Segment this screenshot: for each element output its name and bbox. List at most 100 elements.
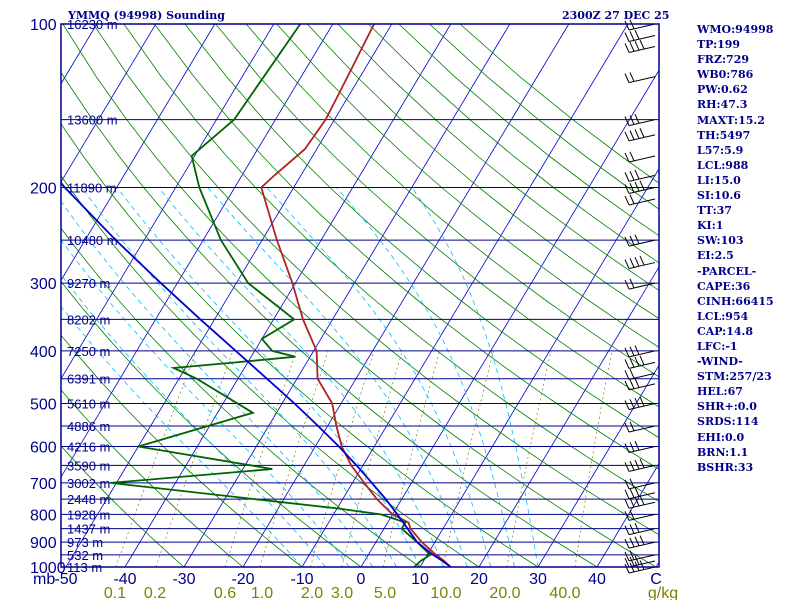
- height-label: 6391 m: [67, 372, 110, 387]
- chart-series: [61, 24, 452, 567]
- wind-barb: [624, 345, 656, 358]
- wind-barb: [624, 478, 656, 490]
- x-tick-label: 30: [529, 571, 547, 588]
- height-label: 113 m: [67, 560, 102, 575]
- pressure-tick-label: 200: [30, 180, 57, 197]
- wind-barb: [624, 487, 656, 500]
- wind-barbs: [624, 19, 656, 574]
- x-tick-label: 40: [588, 571, 606, 588]
- mixing-ratio-label: 0.1: [104, 585, 126, 600]
- wind-barb: [624, 278, 656, 290]
- pressure-tick-label: 100: [30, 17, 57, 34]
- wind-barb: [624, 169, 656, 182]
- index-row: BSHR:33: [697, 460, 754, 474]
- mixing-ratio-label: 20.0: [489, 585, 520, 600]
- x-tick-label: 10: [411, 571, 429, 588]
- mixing-ratio-label: 40.0: [549, 585, 580, 600]
- isotherm-line: [301, 24, 629, 567]
- index-row: EHI:0.0: [697, 430, 745, 444]
- index-row: MAXT:15.2: [697, 113, 765, 127]
- x-tick-label: -20: [231, 571, 254, 588]
- mixing-ratio-label: 2.0: [301, 585, 323, 600]
- wind-barb: [624, 128, 656, 142]
- height-label: 973 m: [67, 535, 103, 550]
- isotherm-line: [596, 462, 659, 567]
- pressure-tick-label: 900: [30, 535, 57, 552]
- index-row: CAPE:36: [697, 279, 751, 293]
- index-row: WMO:94998: [697, 23, 774, 36]
- mixing-ratio-label: 0.6: [214, 585, 236, 600]
- height-label: 532 m: [67, 548, 103, 563]
- index-row: SW:103: [697, 234, 744, 248]
- isotherm-line: [478, 266, 659, 567]
- isotherm-line: [242, 24, 570, 567]
- pressure-tick-label: 700: [30, 476, 57, 493]
- wind-barb: [624, 234, 656, 247]
- wind-barb: [624, 535, 656, 549]
- isotherm-line: [360, 69, 659, 567]
- pressure-tick-label: 500: [30, 397, 57, 414]
- pressure-tick-label: 1000: [30, 560, 66, 577]
- index-row: STM:257/23: [697, 370, 772, 384]
- height-label: 13600 m: [67, 113, 118, 128]
- isotherm-line: [61, 24, 157, 183]
- dewpoint-line: [110, 24, 432, 567]
- pressure-tick-label: 800: [30, 507, 57, 524]
- index-row: SRDS:114: [697, 415, 759, 429]
- height-label: 1928 m: [67, 507, 110, 522]
- index-row: EI:2.5: [697, 249, 734, 263]
- chart-title: YMMQ (94998) Sounding: [68, 9, 225, 22]
- wind-barb: [624, 509, 656, 521]
- height-label: 9270 m: [67, 276, 110, 291]
- mixing-ratio-label: 3.0: [331, 585, 353, 600]
- index-row: -PARCEL-: [697, 264, 757, 278]
- wind-barb: [624, 194, 656, 206]
- temperature-line: [260, 24, 452, 567]
- mixing-ratio-label: 0.2: [144, 585, 166, 600]
- index-row: CAP:14.8: [697, 324, 754, 338]
- index-row: BRN:1.1: [697, 445, 749, 459]
- wind-barb: [624, 396, 656, 411]
- height-label: 2448 m: [67, 492, 110, 507]
- index-row: SI:10.6: [697, 189, 741, 203]
- wind-barb: [624, 180, 656, 194]
- height-label: 16230 m: [67, 17, 118, 32]
- isotherm-line: [65, 24, 393, 567]
- height-label: 10480 m: [67, 233, 118, 248]
- height-label: 8202 m: [67, 312, 110, 327]
- x-tick-label: 0: [357, 571, 366, 588]
- x-tick-label: C: [650, 571, 662, 588]
- wind-barb: [624, 72, 656, 84]
- wind-barb: [624, 368, 656, 380]
- wind-barb: [624, 440, 656, 454]
- parcel-line: [61, 181, 452, 567]
- wind-barb: [624, 39, 656, 53]
- index-row: SHR+:0.0: [697, 400, 757, 414]
- wind-barb: [624, 151, 656, 163]
- mixing-ratio-label: 10.0: [430, 585, 461, 600]
- index-row: HEL:67: [697, 385, 743, 399]
- pressure-tick-label: 400: [30, 344, 57, 361]
- index-row: WB0:786: [697, 68, 754, 82]
- x-tick-label: -50: [54, 571, 77, 588]
- sounding-indices-panel: WMO:94998 TP:199 FRZ:729 WB0:786 PW:0.62 RH:4…: [697, 22, 797, 475]
- wind-barb: [624, 114, 656, 127]
- height-label: 3002 m: [67, 476, 110, 491]
- wind-barb: [624, 29, 656, 42]
- valid-time: 2300Z 27 DEC 25: [562, 9, 670, 22]
- pressure-tick-label: 600: [30, 440, 57, 457]
- index-row: CINH:66415: [697, 294, 774, 308]
- height-label: 1437 m: [67, 522, 110, 537]
- wind-barb: [624, 355, 656, 369]
- mixing-ratio-label: 1.0: [251, 585, 273, 600]
- index-row: LCL:954: [697, 309, 749, 323]
- x-tick-label: 20: [470, 571, 488, 588]
- mixing-ratio-label: 5.0: [374, 585, 396, 600]
- isotherm-line: [419, 167, 659, 567]
- index-row: -WIND-: [697, 355, 743, 369]
- isotherm-line: [183, 24, 511, 567]
- wind-barb: [624, 378, 656, 391]
- isotherm-line: [61, 24, 275, 380]
- moist-adiabat-line: [116, 187, 421, 567]
- height-label: 7250 m: [67, 344, 110, 359]
